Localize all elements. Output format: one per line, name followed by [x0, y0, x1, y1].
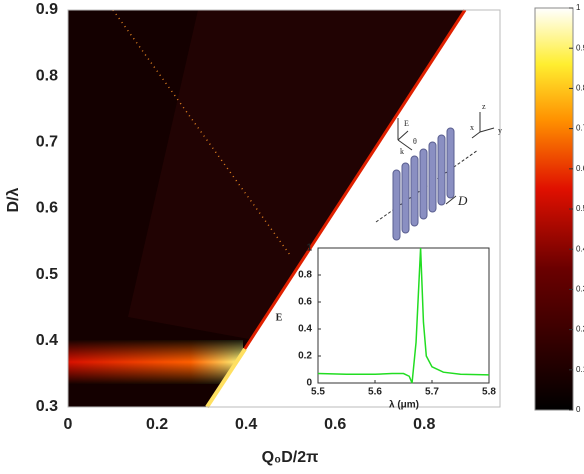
annotation: x	[470, 123, 474, 132]
frame	[67, 9, 501, 408]
rod	[446, 127, 455, 199]
x-tick-label: 0.4	[235, 416, 257, 433]
annotation: y	[498, 126, 502, 135]
x-tick-label: 0.6	[324, 416, 346, 433]
inset-frame	[317, 247, 490, 384]
colorbar-tick-label: 0.2	[576, 325, 584, 334]
y-tick-label: 0.8	[298, 270, 312, 281]
y-tick-label: 0.2	[298, 351, 312, 362]
y-tick-label: 0.5	[36, 266, 58, 283]
x-axis-label: λ (μm)	[389, 400, 419, 411]
xyz-arrows	[471, 112, 495, 139]
colorbar-tick-label: 0.8	[576, 84, 584, 93]
y-axis-label: D/λ	[5, 187, 22, 212]
x-tick-label: 5.7	[425, 387, 439, 398]
x-tick-label: 5.8	[482, 387, 496, 398]
colorbar-tick-label: 0.1	[576, 365, 584, 374]
rod	[401, 162, 410, 234]
annotation: z	[482, 102, 486, 111]
band-fade	[68, 340, 243, 384]
edge	[205, 9, 467, 408]
y-tick-label: 0	[306, 378, 312, 389]
rod	[410, 155, 419, 227]
annotation: θ	[413, 137, 417, 146]
colorbar-tick-label: 0.4	[576, 244, 584, 253]
schematic	[375, 112, 495, 241]
y-tick-label: 0.6	[298, 297, 312, 308]
line-series	[317, 247, 490, 384]
colorbar-tick-label: 0.5	[576, 204, 584, 213]
colorbar-tick-label: 0.6	[576, 164, 584, 173]
rod	[392, 169, 401, 241]
x-tick-label: 5.6	[368, 387, 382, 398]
rod	[437, 134, 446, 206]
inset-chart: 5.5 5.6 5.7 5.8 0 0.2 0.4 0.6 0.8 1 λ (μm) E	[276, 243, 497, 411]
y-tick-label: 0.8	[36, 67, 58, 84]
colorbar-tick-label: 0.7	[576, 124, 584, 133]
colorbar-tick-label: 0.3	[576, 285, 584, 294]
dotted-line	[112, 9, 291, 256]
rod	[419, 148, 428, 220]
x-tick-label: 0.8	[413, 416, 435, 433]
annotation: D	[457, 193, 468, 208]
y-tick-label: 0.4	[36, 332, 58, 349]
d-arrow	[445, 195, 457, 205]
annotation: E	[404, 119, 409, 128]
annotation: k	[400, 147, 404, 156]
colorbar-tick-label: 0.9	[576, 43, 584, 52]
y-tick-label: 0.3	[36, 398, 58, 415]
e-arrows	[397, 118, 413, 151]
y-tick-label: 0.9	[36, 1, 58, 18]
edge-hot	[205, 347, 247, 409]
x-axis-label: Q₀D/2π	[262, 449, 319, 466]
shade	[128, 10, 465, 347]
colorbar-tick-label: 1	[576, 3, 581, 12]
rod	[428, 141, 437, 213]
colorbar-tick-label: 0	[576, 405, 581, 414]
colorbar	[534, 7, 574, 411]
heatmap: 0 0.2 0.4 0.6 0.8 0.3 0.4 0.5 0.6 0.7 0.8 0.9 Q₀D/2π…	[5, 1, 501, 466]
y-tick-label: 0.4	[298, 324, 312, 335]
y-tick-label: 0.7	[36, 134, 58, 151]
y-tick-label: 1	[306, 243, 312, 254]
y-axis-label: E	[276, 312, 283, 323]
y-tick-label: 0.6	[36, 200, 58, 217]
x-tick-label: 0.2	[146, 416, 168, 433]
x-tick-label: 5.5	[311, 387, 325, 398]
x-tick-label: 0	[64, 416, 73, 433]
